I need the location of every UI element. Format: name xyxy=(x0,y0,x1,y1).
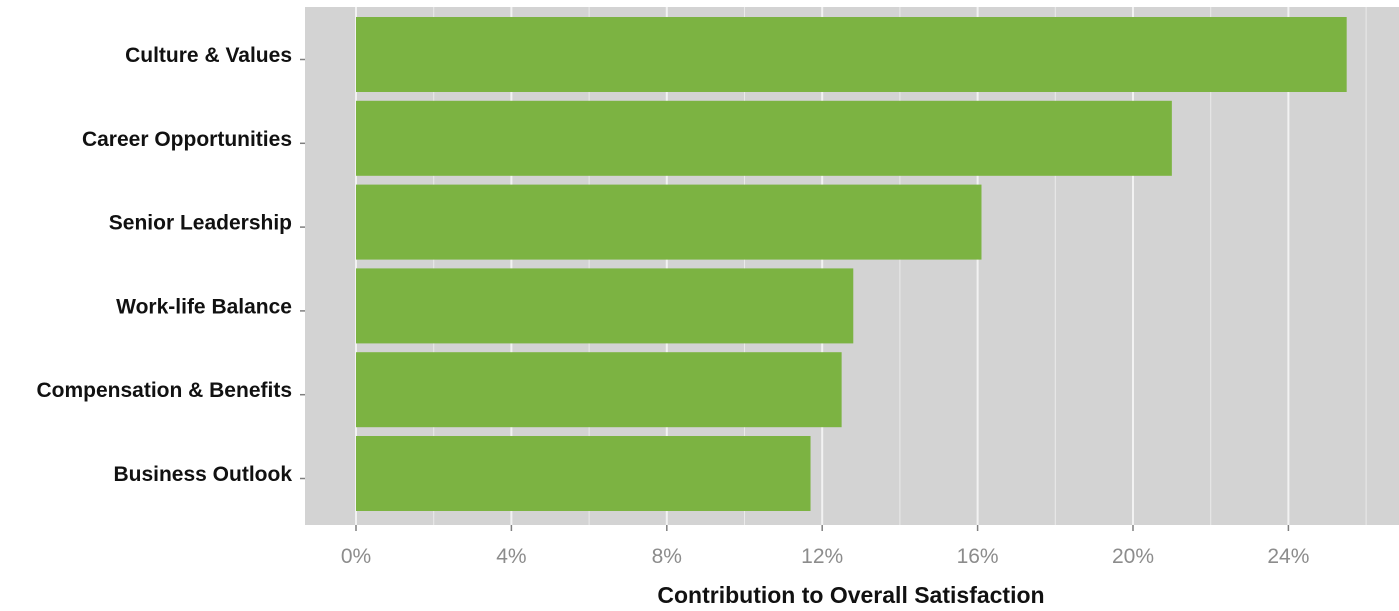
x-tick-label: 12% xyxy=(801,545,843,568)
bar xyxy=(356,184,982,260)
x-tick-label: 16% xyxy=(957,545,999,568)
x-axis-title: Contribution to Overall Satisfaction xyxy=(657,582,1044,608)
x-tick-label: 24% xyxy=(1267,545,1309,568)
category-label: Work-life Balance xyxy=(116,295,292,318)
y-axis-ticks xyxy=(300,58,305,480)
bar xyxy=(356,268,854,344)
bars xyxy=(356,17,1347,511)
category-label: Career Opportunities xyxy=(82,128,292,151)
x-axis-ticks xyxy=(355,525,1290,531)
category-label: Culture & Values xyxy=(125,44,292,67)
y-axis-category-labels: Culture & Values Career Opportunities Seni… xyxy=(36,44,292,486)
category-label: Compensation & Benefits xyxy=(36,379,292,402)
x-tick-label: 0% xyxy=(341,545,371,568)
x-axis-tick-labels: 0% 4% 8% 12% 16% 20% 24% xyxy=(341,545,1310,568)
category-label: Business Outlook xyxy=(113,463,292,486)
bar xyxy=(356,17,1347,92)
bar xyxy=(356,436,811,511)
bar xyxy=(356,352,842,428)
x-tick-label: 20% xyxy=(1112,545,1154,568)
x-tick-label: 8% xyxy=(652,545,682,568)
bar xyxy=(356,100,1172,176)
x-tick-label: 4% xyxy=(496,545,526,568)
category-label: Senior Leadership xyxy=(109,212,292,235)
